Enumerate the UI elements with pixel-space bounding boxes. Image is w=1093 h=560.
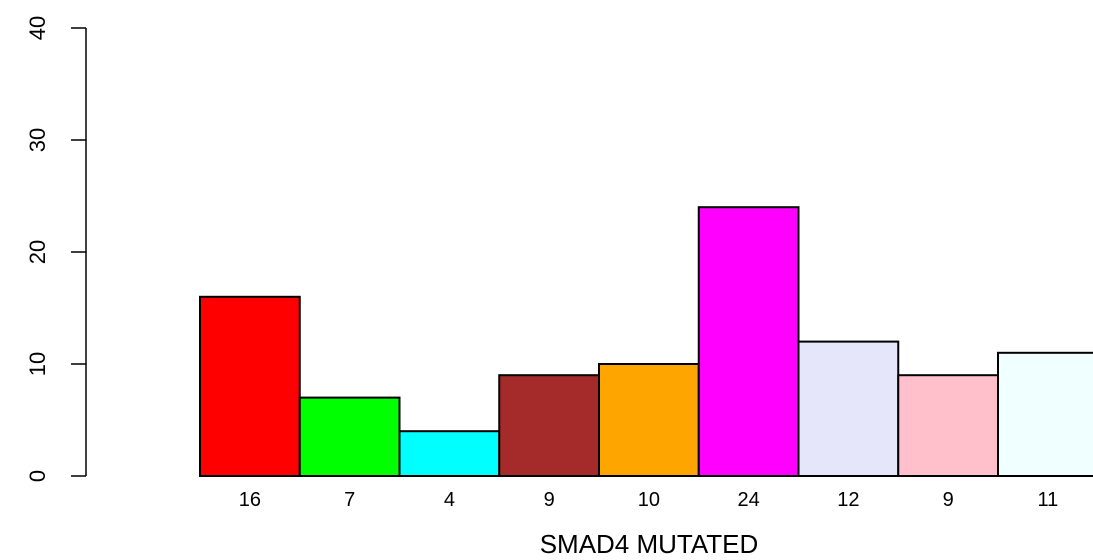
bar xyxy=(797,340,900,477)
x-tick-label: 10 xyxy=(638,489,660,511)
x-tick-label: 24 xyxy=(738,489,760,511)
bar xyxy=(997,351,1093,477)
x-tick-label: 11 xyxy=(1037,489,1058,511)
bar xyxy=(897,374,999,478)
x-tick-labels: 16 7 4 9 10 24 12 9 11 xyxy=(239,489,1059,511)
bar xyxy=(199,295,301,477)
y-tick-label: 20 xyxy=(25,240,50,264)
x-tick-label: 9 xyxy=(544,489,555,511)
x-tick-label: 16 xyxy=(239,489,261,511)
bar xyxy=(398,430,501,478)
y-axis: 0 10 20 30 40 xyxy=(25,16,87,482)
bar xyxy=(697,206,800,477)
x-tick-label: 9 xyxy=(943,489,954,511)
bars xyxy=(199,206,1093,478)
y-tick-label: 10 xyxy=(25,352,50,376)
bar xyxy=(498,374,600,478)
bar xyxy=(298,396,401,478)
y-tick-label: 0 xyxy=(25,470,50,482)
y-tick-label: 40 xyxy=(25,16,50,40)
x-tick-label: 4 xyxy=(444,489,455,511)
y-tick-label: 30 xyxy=(25,128,50,152)
x-axis-title: SMAD4 MUTATED xyxy=(540,529,759,559)
x-tick-label: 12 xyxy=(837,489,859,511)
bar xyxy=(598,363,700,477)
x-tick-label: 7 xyxy=(344,489,355,511)
